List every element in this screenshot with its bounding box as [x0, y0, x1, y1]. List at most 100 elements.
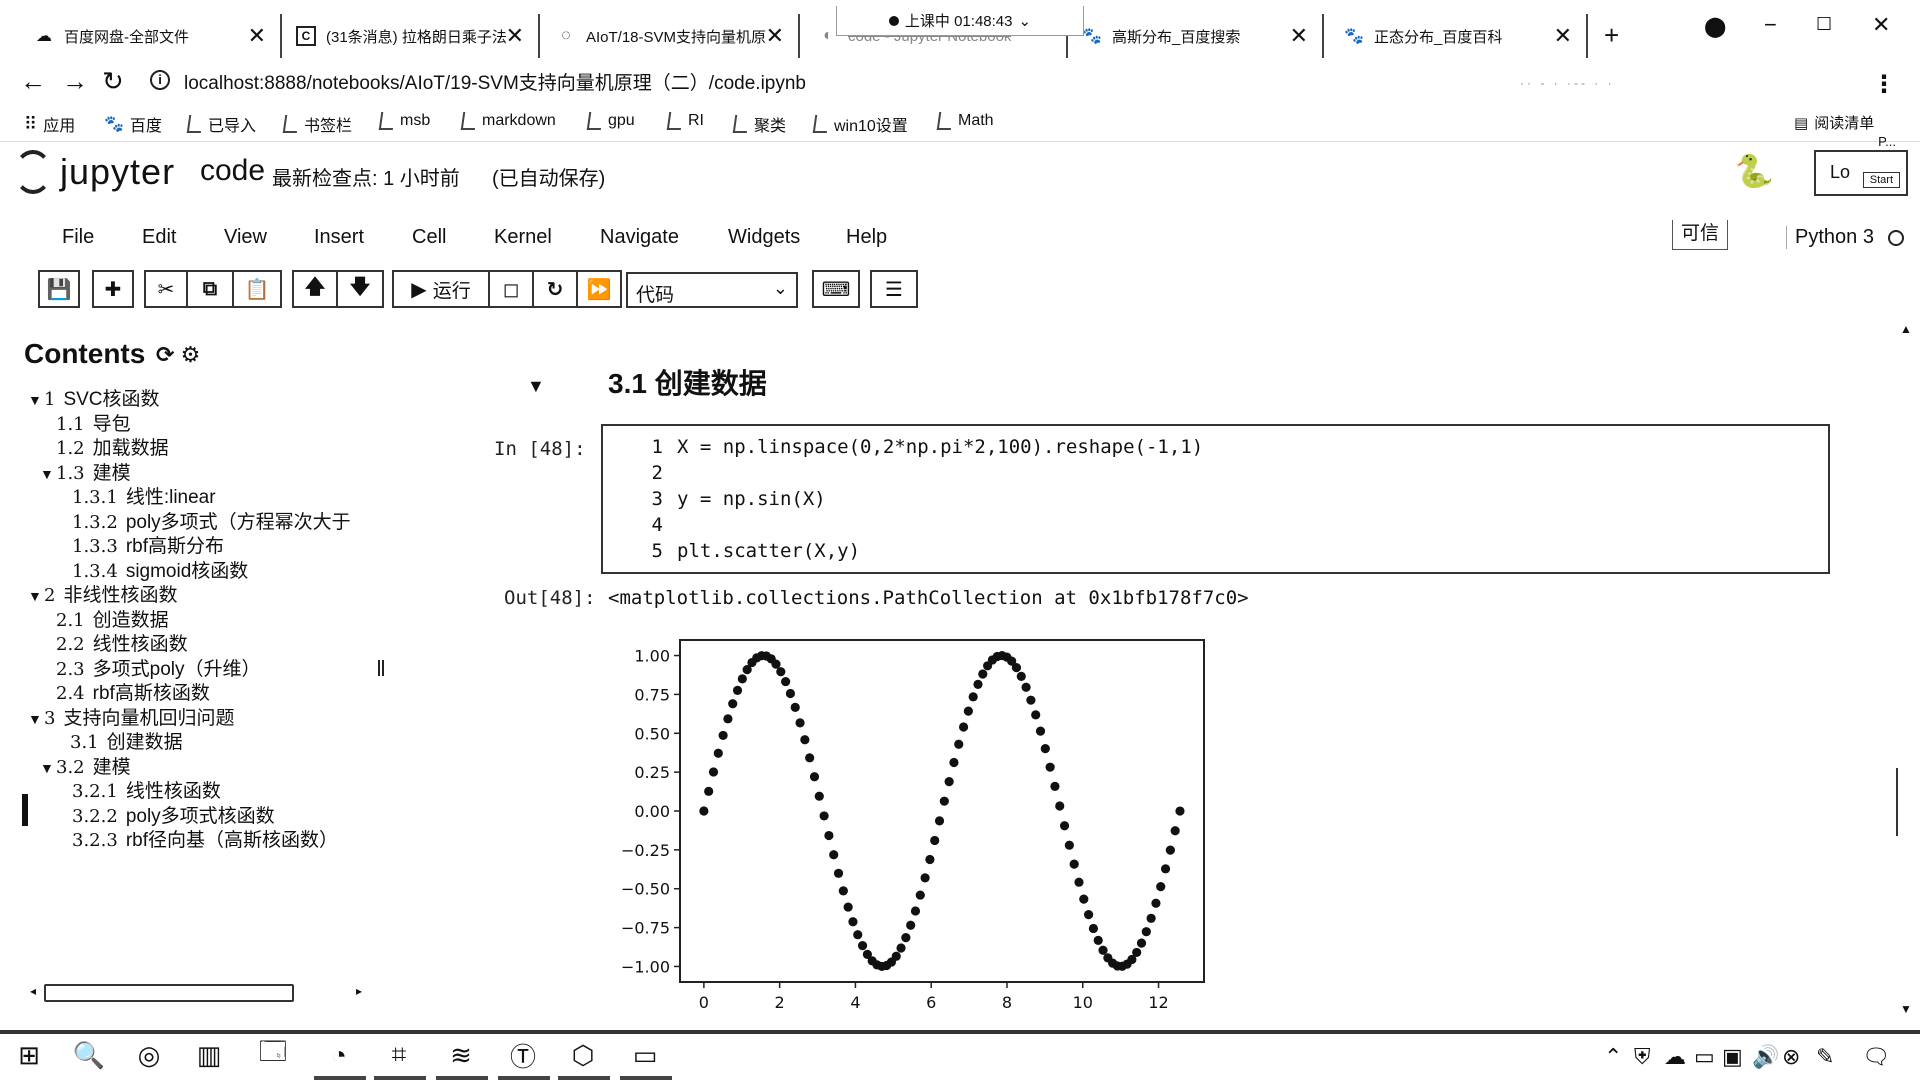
menu-widgets[interactable]: Widgets [728, 226, 801, 248]
ime-icon[interactable]: ✎ [1816, 1044, 1835, 1069]
toc-item[interactable]: 3.2.2 poly多项式核函数 [72, 801, 275, 828]
toc-item[interactable]: 2.3 多项式poly（升维） [56, 654, 261, 681]
start-button[interactable]: Start [1862, 172, 1900, 188]
display-icon[interactable]: ▣ [1722, 1044, 1743, 1069]
collapse-triangle-icon[interactable]: ▼ [28, 710, 42, 727]
save-button[interactable]: 💾 [38, 270, 80, 308]
menu-navigate[interactable]: Navigate [600, 226, 679, 248]
menu-insert[interactable]: Insert [314, 226, 365, 248]
scroll-right-arrow-icon[interactable]: ▸ [356, 984, 363, 998]
scroll-down-arrow-icon[interactable]: ▼ [1900, 1002, 1912, 1016]
move-down-button[interactable]: 🡇 [338, 272, 382, 306]
scroll-up-arrow-icon[interactable]: ▲ [1900, 322, 1912, 336]
vscode-icon[interactable]: ≋ [436, 1038, 488, 1080]
toc-item[interactable]: ▼ 1 SVC核函数 [28, 384, 160, 411]
bookmark-folder[interactable]: 已导入 [186, 112, 256, 136]
toc-item[interactable]: ▼ 3 支持向量机回归问题 [28, 703, 234, 730]
minimize-button[interactable]: − [1764, 12, 1777, 37]
toc-item[interactable]: 1.3.4 sigmoid核函数 [72, 556, 248, 583]
close-window-button[interactable]: ✕ [1872, 12, 1891, 37]
class-status-pill[interactable]: 上课中 01:48:43 ⌄ [836, 6, 1084, 36]
cut-button[interactable]: ✂ [146, 272, 188, 306]
bookmark-folder[interactable]: msb [378, 112, 430, 130]
collapse-triangle-icon[interactable]: ▼ [40, 759, 54, 776]
search-icon[interactable]: 🔍 [72, 1039, 106, 1070]
toc-item[interactable]: 2.4 rbf高斯核函数 [56, 678, 210, 705]
security-icon[interactable]: ⛨ [1634, 1044, 1651, 1069]
close-icon[interactable]: ✕ [505, 23, 524, 48]
toc-item[interactable]: 3.1 创建数据 [70, 727, 183, 754]
command-palette-button[interactable]: ⌨ [812, 270, 860, 308]
restart-run-all-button[interactable]: ⏩ [578, 272, 620, 306]
battery-icon[interactable]: ▭ [1694, 1044, 1715, 1069]
typora-icon[interactable]: Ⓣ [498, 1038, 550, 1080]
bookmark-baidu[interactable]: 🐾 百度 [104, 112, 162, 136]
pycharm-icon[interactable]: ⌗ [374, 1038, 426, 1080]
scroll-left-arrow-icon[interactable]: ◂ [30, 984, 37, 998]
bookmark-folder[interactable]: markdown [460, 112, 556, 130]
menu-view[interactable]: View [224, 226, 267, 248]
cortana-icon[interactable]: ◎ [137, 1039, 161, 1070]
bookmark-folder[interactable]: 聚类 [732, 112, 786, 136]
collapse-triangle-icon[interactable]: ▼ [40, 465, 54, 482]
collapse-triangle-icon[interactable]: ▼ [527, 376, 545, 396]
browser-tab[interactable]: 🐾 高斯分布_百度搜索 ✕ [1082, 14, 1324, 58]
insert-cell-button[interactable]: ✚ [92, 270, 134, 308]
jupyter-logo[interactable]: jupyter [14, 150, 175, 194]
trusted-indicator[interactable]: 可信 [1672, 220, 1728, 250]
more-menu-icon[interactable]: ⋮ [1872, 71, 1896, 98]
refresh-icon[interactable]: ⟳ [156, 342, 175, 367]
toc-item[interactable]: 1.3.1 线性:linear [72, 482, 216, 509]
bookmark-folder[interactable]: win10设置 [812, 112, 908, 136]
kernel-name[interactable]: Python 3 [1786, 226, 1874, 249]
bookmark-apps[interactable]: ⠿ 应用 [24, 112, 75, 136]
toc-item[interactable]: 1.2 加载数据 [56, 433, 169, 460]
reload-button[interactable]: ↻ [102, 66, 124, 96]
forward-button[interactable]: → [62, 66, 88, 96]
toc-horizontal-scrollbar[interactable] [44, 984, 294, 1002]
close-circle-icon[interactable]: ⊗ [1782, 1044, 1801, 1069]
url-text[interactable]: localhost:8888/notebooks/AIoT/19-SVM支持向量… [184, 73, 806, 94]
explorer-icon[interactable]: 🗔 [258, 1036, 288, 1066]
menu-help[interactable]: Help [846, 226, 888, 248]
toc-item[interactable]: 2.2 线性核函数 [56, 629, 188, 656]
chrome-icon[interactable]: ◔ [314, 1038, 366, 1080]
menu-file[interactable]: File [62, 226, 95, 248]
toc-item[interactable]: ▼ 1.3 建模 [40, 458, 131, 485]
move-up-button[interactable]: 🡅 [294, 272, 338, 306]
collapse-triangle-icon[interactable]: ▼ [28, 588, 42, 604]
copy-button[interactable]: ⧉ [188, 272, 234, 306]
toc-item[interactable]: 2.1 创造数据 [56, 605, 169, 632]
toc-item[interactable]: ▼ 2 非线性核函数 [28, 580, 177, 607]
interrupt-button[interactable]: ◻ [490, 272, 534, 306]
notebook-name[interactable]: code [200, 154, 266, 187]
run-button[interactable]: ▶ 运行 [394, 272, 490, 306]
scrollbar-thumb[interactable] [1896, 768, 1902, 836]
chevron-up-icon[interactable]: ⌃ [1604, 1044, 1623, 1069]
profile-icon[interactable]: ⬤ [1704, 16, 1727, 38]
bookmark-folder[interactable]: 书签栏 [282, 112, 352, 136]
close-icon[interactable]: ✕ [765, 23, 784, 48]
paste-button[interactable]: 📋 [234, 272, 280, 306]
browser-tab[interactable]: 🐾 正态分布_百度百科 ✕ [1344, 14, 1588, 58]
maximize-button[interactable]: ☐ [1816, 14, 1833, 34]
menu-cell[interactable]: Cell [412, 226, 447, 248]
close-icon[interactable]: ✕ [1289, 23, 1308, 48]
menu-edit[interactable]: Edit [142, 226, 177, 248]
toc-item[interactable]: 1.3.3 rbf高斯分布 [72, 531, 224, 558]
volume-icon[interactable]: 🔊 [1752, 1044, 1780, 1069]
notification-icon[interactable]: 🗨 [1862, 1044, 1890, 1069]
login-widget[interactable]: P... Lo Start [1814, 134, 1908, 196]
back-button[interactable]: ← [20, 66, 46, 96]
toc-item[interactable]: 3.2.1 线性核函数 [72, 776, 221, 803]
taskview-icon[interactable]: ▥ [196, 1039, 222, 1070]
sidebar-resize-handle[interactable] [378, 660, 384, 676]
windows-icon[interactable]: ⊞ [18, 1039, 40, 1070]
bookmark-folder[interactable]: Math [936, 112, 994, 130]
toc-item[interactable]: 1.1 导包 [56, 409, 131, 436]
toc-item[interactable]: ▼ 3.2 建模 [40, 752, 131, 779]
bookmark-folder[interactable]: RI [666, 112, 704, 130]
close-icon[interactable]: ✕ [247, 23, 266, 48]
info-icon[interactable]: i [150, 70, 170, 90]
browser-tab[interactable]: ☁ 百度网盘-全部文件 ✕ [34, 14, 282, 58]
